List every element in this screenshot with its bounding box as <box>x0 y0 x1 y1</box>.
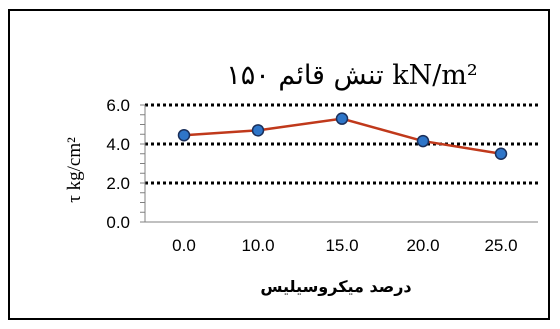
chart-frame <box>8 9 550 320</box>
axes <box>140 104 538 223</box>
data-point <box>335 112 349 125</box>
chart-title: تنش قائم ۱۵۰ kN/m² <box>226 60 477 91</box>
x-tick-label: 20.0 <box>406 236 439 255</box>
data-point <box>416 134 430 148</box>
data-point <box>177 128 191 142</box>
x-tick-labels: 0.0 10.0 15.0 20.0 25.0 <box>172 236 517 255</box>
y-tick-label: 4.0 <box>106 135 130 154</box>
x-axis-label: درصد میکروسیلیس <box>260 277 411 296</box>
y-tick-label: 2.0 <box>106 174 130 193</box>
x-tick-label: 10.0 <box>241 236 274 255</box>
y-tick-label: 6.0 <box>106 96 130 115</box>
y-tick-labels: 0.0 2.0 4.0 6.0 <box>106 96 130 232</box>
data-points <box>177 112 508 160</box>
y-axis-label: τ kg/cm² <box>64 137 85 203</box>
x-tick-label: 0.0 <box>172 236 196 255</box>
y-tick-label: 0.0 <box>106 213 130 232</box>
x-tick-label: 15.0 <box>325 236 358 255</box>
x-tick-label: 25.0 <box>484 236 517 255</box>
data-point <box>251 124 265 137</box>
data-point <box>494 147 508 160</box>
